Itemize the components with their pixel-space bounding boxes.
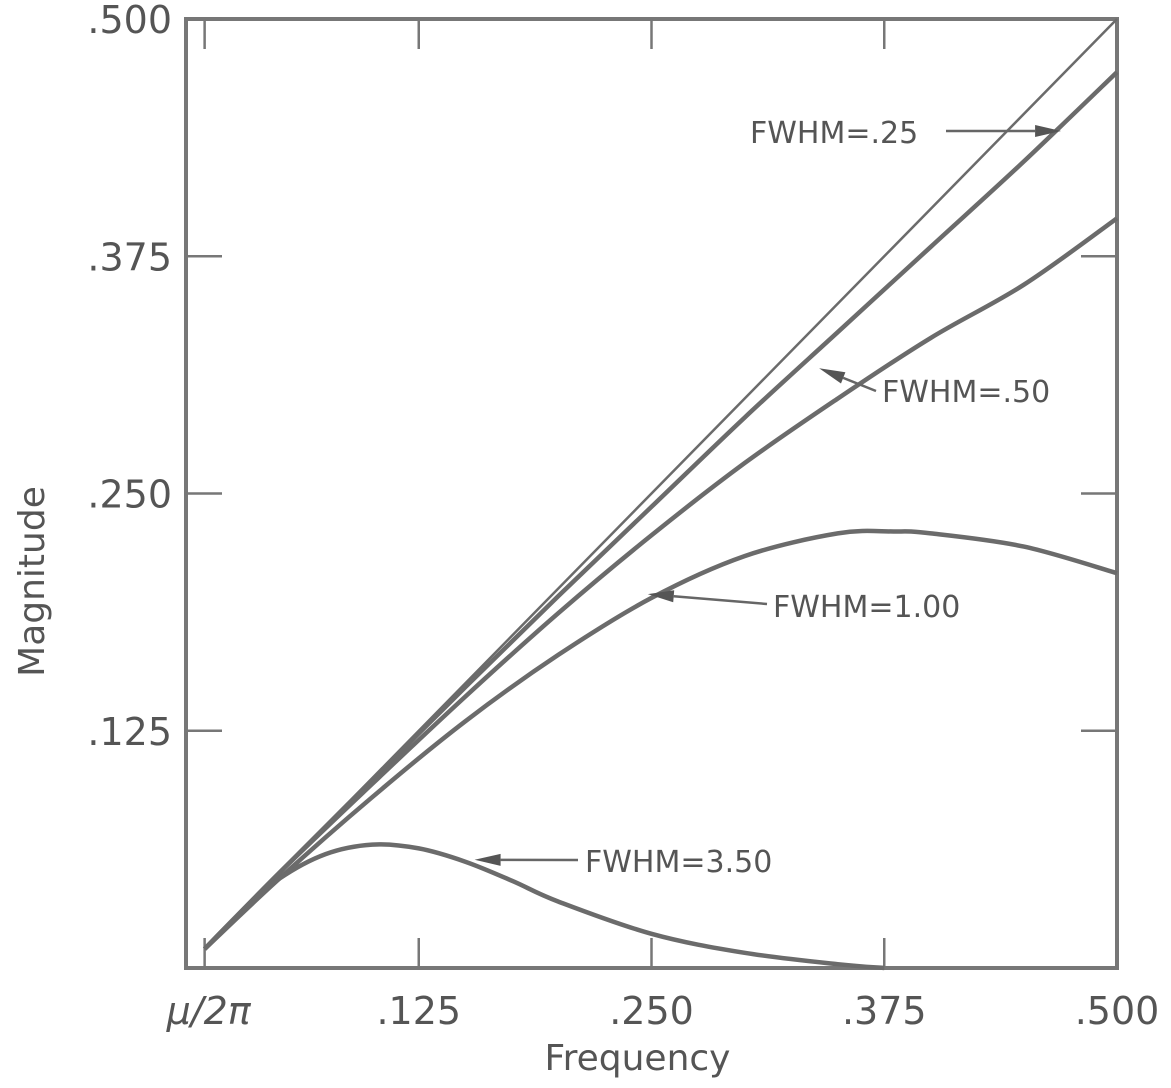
y-tick-label: .375: [87, 235, 172, 279]
annotation-arrow-head: [475, 854, 501, 866]
series-line-1: [205, 218, 1117, 949]
annotation-arrow-line: [674, 596, 767, 604]
series-line-0: [205, 72, 1117, 949]
series-line-3: [205, 844, 885, 968]
annotation-label: FWHM=1.00: [773, 590, 960, 625]
annotation-arrow-head: [819, 368, 845, 383]
y-tick-label: .125: [87, 710, 172, 754]
y-tick-label: .500: [87, 0, 172, 42]
annotation-label: FWHM=.50: [882, 375, 1050, 410]
y-axis-title: Magnitude: [12, 486, 53, 677]
x-tick-label: μ/2π: [166, 989, 252, 1033]
x-tick-label: .125: [376, 989, 461, 1033]
x-tick-label: .500: [1075, 989, 1160, 1033]
x-tick-label: .250: [609, 989, 694, 1033]
annotation-label: FWHM=3.50: [585, 845, 772, 880]
x-tick-label: .375: [842, 989, 927, 1033]
y-tick-label: .250: [87, 473, 172, 517]
annotation-label: FWHM=.25: [750, 116, 918, 151]
x-axis-title: Frequency: [545, 1038, 731, 1079]
